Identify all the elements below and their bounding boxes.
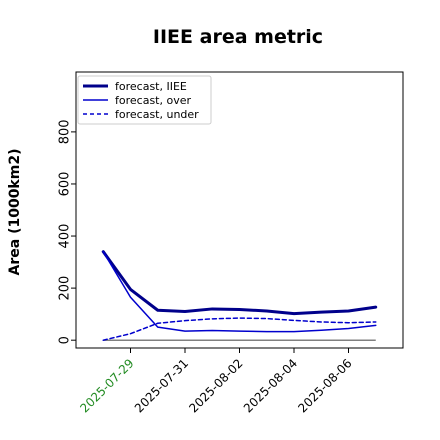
x-tick-label: 2025-08-02 bbox=[186, 356, 245, 415]
series-line-1 bbox=[102, 250, 377, 333]
y-tick-label: 600 bbox=[58, 172, 73, 197]
y-axis-label: Area (1000km2) bbox=[7, 149, 23, 276]
legend-box bbox=[77, 75, 212, 125]
legend-label: forecast, over bbox=[115, 94, 191, 107]
y-tick-label: 400 bbox=[58, 224, 73, 249]
x-tick-label: 2025-08-06 bbox=[295, 356, 354, 415]
x-tick-label: 2025-07-31 bbox=[132, 356, 191, 415]
x-tick-label: 2025-07-29 bbox=[77, 356, 136, 415]
legend-label: forecast, IIEE bbox=[115, 80, 187, 93]
series-line-0 bbox=[101, 250, 378, 316]
y-tick-label: 200 bbox=[58, 276, 73, 301]
chart-title: IIEE area metric bbox=[153, 26, 323, 48]
y-tick-label: 0 bbox=[58, 336, 73, 344]
x-tick-label: 2025-08-04 bbox=[241, 356, 300, 415]
y-tick-label: 800 bbox=[58, 119, 73, 144]
legend-label: forecast, under bbox=[115, 108, 199, 121]
